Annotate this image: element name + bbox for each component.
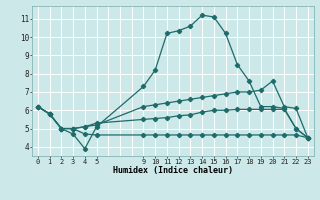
X-axis label: Humidex (Indice chaleur): Humidex (Indice chaleur): [113, 166, 233, 175]
